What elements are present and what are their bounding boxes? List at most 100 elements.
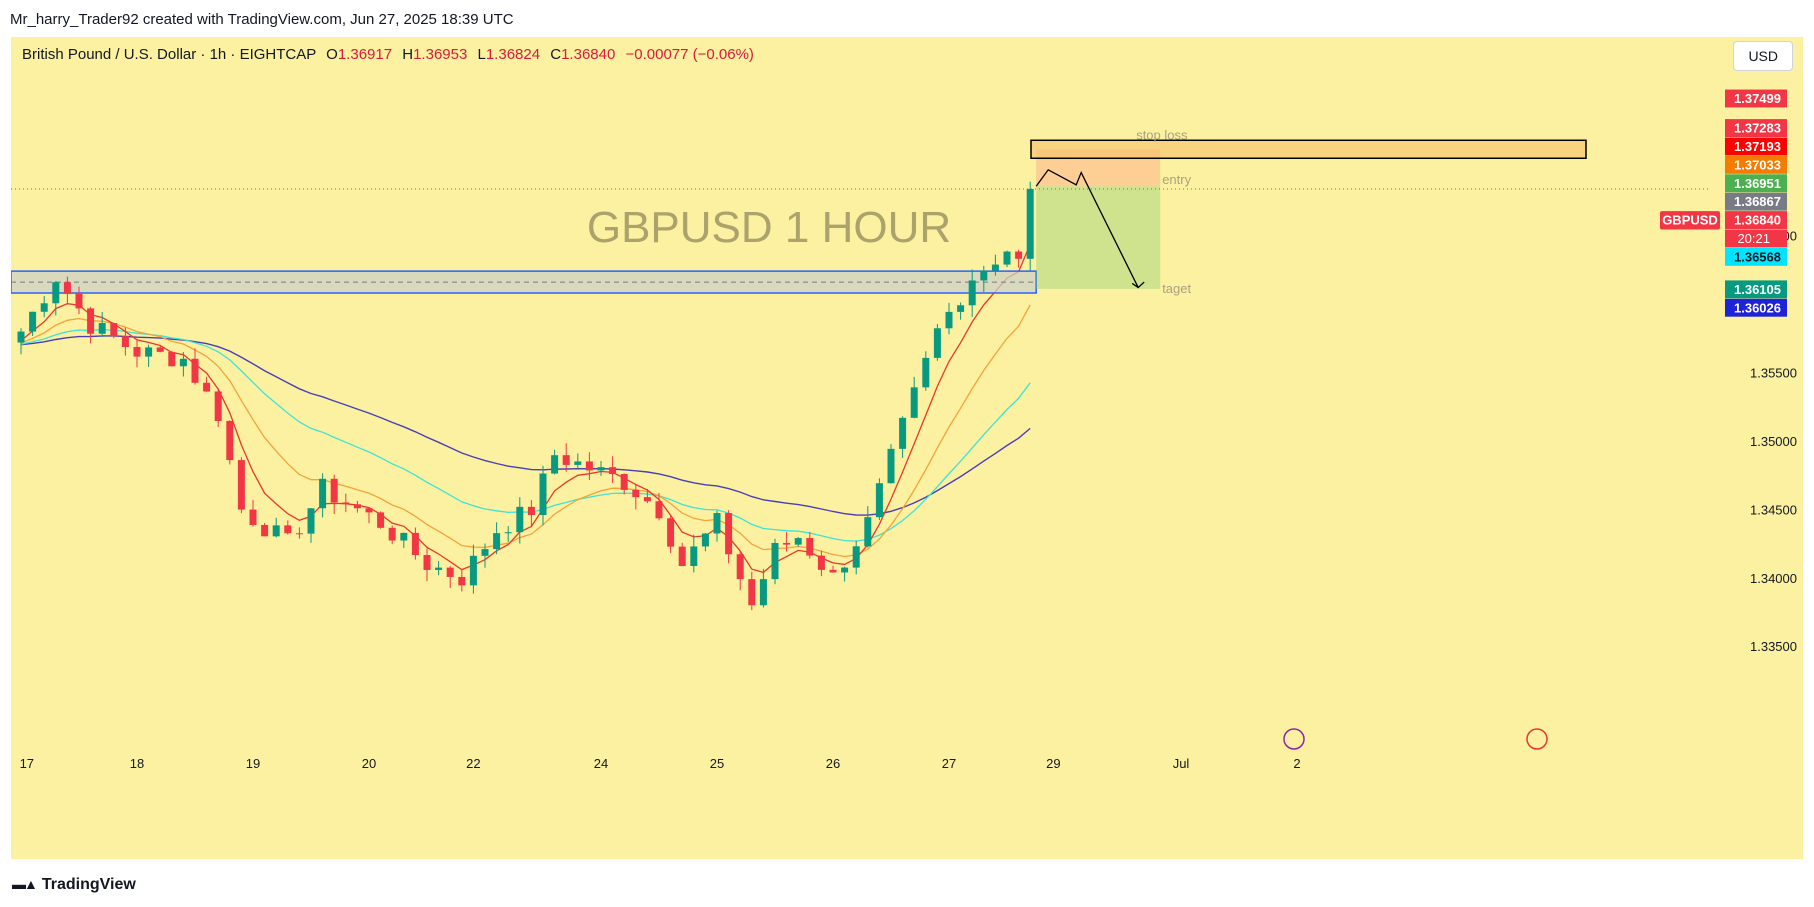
tradingview-logo[interactable]: ▬▲ TradingView <box>12 876 136 894</box>
us-flag-icon <box>1526 728 1548 750</box>
candle-body <box>121 336 129 347</box>
candle-body <box>168 351 176 367</box>
low-value: 1.36824 <box>485 46 541 63</box>
candle-body <box>887 448 895 484</box>
currency-button[interactable]: USD <box>1733 41 1793 71</box>
candle-body <box>272 525 280 537</box>
candle-body <box>910 387 918 418</box>
top-bar: Mr_harry_Trader92 created with TradingVi… <box>0 0 1814 36</box>
target-label: taget <box>1162 281 1191 296</box>
candle-body <box>539 473 547 516</box>
price-label-box <box>1725 119 1787 138</box>
countdown-box <box>1725 229 1787 248</box>
candle-body <box>446 567 454 577</box>
candle-body <box>667 518 675 547</box>
candle-body <box>365 508 373 513</box>
open-label: O <box>326 46 338 63</box>
candle-body <box>748 579 756 606</box>
candle-body <box>1003 251 1011 265</box>
author-credit: Mr_harry_Trader92 created with TradingVi… <box>10 11 514 28</box>
price-label-box <box>1725 192 1787 211</box>
lightning-icon <box>1283 728 1305 750</box>
candle-body <box>330 478 338 503</box>
x-tick-label: 18 <box>130 756 144 771</box>
candle-body <box>899 417 907 449</box>
x-tick-label: 29 <box>1046 756 1060 771</box>
price-label: 1.36105 <box>1734 282 1781 297</box>
candle-body <box>75 293 83 309</box>
x-tick-label: 24 <box>594 756 608 771</box>
entry-label: entry <box>1162 172 1191 187</box>
price-label: 1.37499 <box>1734 91 1781 106</box>
y-tick-label: 1.34500 <box>1750 502 1797 517</box>
candle-body <box>945 311 953 329</box>
price-chart[interactable]: stop loss entry taget GBPUSD 1 HOUR 1.33500 1… <box>11 37 1803 859</box>
x-tick-label: 19 <box>246 756 260 771</box>
close-value: 1.36840 <box>561 46 616 63</box>
x-tick-label: 26 <box>826 756 840 771</box>
candle-body <box>516 506 524 533</box>
symbol-legend[interactable]: British Pound / U.S. Dollar · 1h · EIGHT… <box>22 46 754 63</box>
chart-title: GBPUSD 1 HOUR <box>587 203 951 252</box>
x-tick-label: 17 <box>20 756 34 771</box>
candle-body <box>179 358 187 367</box>
candle-body <box>713 513 721 534</box>
y-tick-label: 1.35000 <box>1750 434 1797 449</box>
candle-body <box>562 455 570 465</box>
candle-body <box>52 282 60 304</box>
brand-label: TradingView <box>41 876 136 893</box>
price-label: 1.36951 <box>1734 176 1781 191</box>
candle-body <box>469 555 477 586</box>
support-zone <box>11 270 1037 294</box>
candle-body <box>794 538 802 545</box>
candle-body <box>783 542 791 545</box>
projection-arrowhead <box>1131 281 1145 289</box>
x-tick-label: Jul <box>1173 756 1190 771</box>
high-label: H <box>402 46 414 63</box>
candle-body <box>353 504 361 509</box>
candle-body <box>933 328 941 358</box>
price-label-box <box>1725 137 1787 156</box>
price-label: 1.36840 <box>1734 213 1781 228</box>
candle-body <box>284 525 292 534</box>
candle-body <box>690 546 698 567</box>
candle-body <box>1026 188 1034 259</box>
candle-body <box>852 546 860 568</box>
price-label-box <box>1725 280 1787 299</box>
candle-body <box>620 474 628 490</box>
candle-body <box>87 308 95 334</box>
candle-body <box>736 554 744 580</box>
candle-body <box>655 501 663 519</box>
candle-body <box>771 542 779 580</box>
price-label: 1.36867 <box>1734 194 1781 209</box>
candle-body <box>203 382 211 392</box>
symbol-name[interactable]: British Pound / U.S. Dollar · 1h · EIGHT… <box>22 46 316 63</box>
candle-body <box>29 311 37 332</box>
bottom-bar: ▬▲ TradingView <box>0 860 1814 907</box>
candle-body <box>295 533 303 535</box>
candle-body <box>423 555 431 570</box>
candle-body <box>435 567 443 570</box>
ema-mid-line <box>20 304 1031 558</box>
price-label-box <box>1725 174 1787 193</box>
price-label-box <box>1725 155 1787 174</box>
stop-loss-label: stop loss <box>1136 127 1188 142</box>
price-label-box <box>1725 247 1787 266</box>
price-label: 1.36026 <box>1734 300 1781 315</box>
candle-body <box>63 282 71 294</box>
tv-logo-icon: ▬▲ <box>12 876 38 892</box>
price-label-box <box>1725 298 1787 317</box>
candle-body <box>632 489 640 498</box>
candle-body <box>156 347 164 352</box>
candle-body <box>725 513 733 555</box>
x-tick-label: 22 <box>466 756 480 771</box>
price-label: 1.37033 <box>1734 157 1781 172</box>
candle-body <box>458 576 466 586</box>
candle-body <box>585 461 593 471</box>
candle-body <box>922 357 930 388</box>
projection-path <box>1035 168 1139 288</box>
chart-panel[interactable]: stop loss entry taget GBPUSD 1 HOUR 1.33500 1… <box>11 37 1803 859</box>
candle-body <box>875 483 883 518</box>
candle-body <box>481 549 489 556</box>
x-tick-label: 25 <box>710 756 724 771</box>
